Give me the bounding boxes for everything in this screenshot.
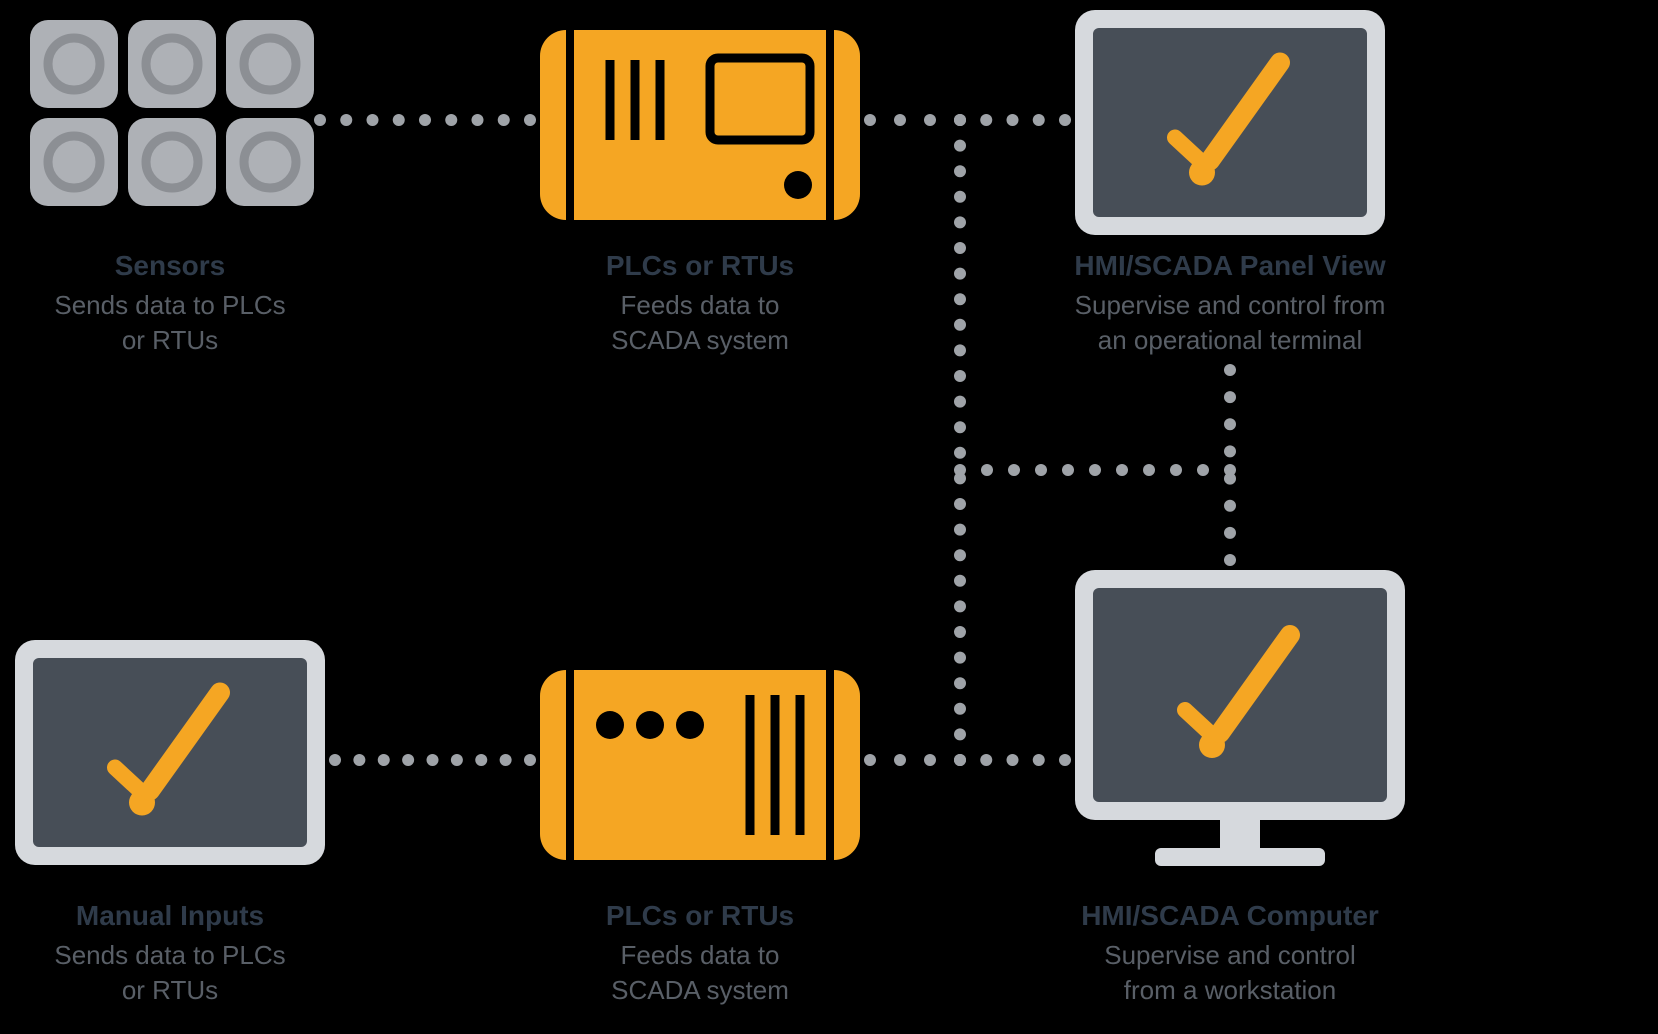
computer-desc: Supervise and controlfrom a workstation xyxy=(1040,938,1420,1008)
manual-label: Manual Inputs Sends data to PLCsor RTUs xyxy=(20,900,320,1008)
plc-bottom-label: PLCs or RTUs Feeds data toSCADA system xyxy=(550,900,850,1008)
sensors-icon xyxy=(30,20,314,206)
panel-monitor-icon xyxy=(1075,10,1385,235)
plc-top-desc: Feeds data toSCADA system xyxy=(550,288,850,358)
manual-title: Manual Inputs xyxy=(20,900,320,932)
sensors-title: Sensors xyxy=(20,250,320,282)
manual-monitor-icon xyxy=(15,640,325,865)
sensors-desc: Sends data to PLCsor RTUs xyxy=(20,288,320,358)
plc-bottom-title: PLCs or RTUs xyxy=(550,900,850,932)
sensors-label: Sensors Sends data to PLCsor RTUs xyxy=(20,250,320,358)
computer-label: HMI/SCADA Computer Supervise and control… xyxy=(1040,900,1420,1008)
panel-desc: Supervise and control froman operational… xyxy=(1040,288,1420,358)
plc-top-title: PLCs or RTUs xyxy=(550,250,850,282)
panel-title: HMI/SCADA Panel View xyxy=(1040,250,1420,282)
plc-bottom-icon xyxy=(540,670,860,860)
plc-top-icon xyxy=(540,30,860,220)
computer-monitor-icon xyxy=(1075,570,1405,866)
plc-bottom-desc: Feeds data toSCADA system xyxy=(550,938,850,1008)
diagram-canvas xyxy=(0,0,1658,1034)
manual-desc: Sends data to PLCsor RTUs xyxy=(20,938,320,1008)
computer-title: HMI/SCADA Computer xyxy=(1040,900,1420,932)
plc-top-label: PLCs or RTUs Feeds data toSCADA system xyxy=(550,250,850,358)
panel-label: HMI/SCADA Panel View Supervise and contr… xyxy=(1040,250,1420,358)
